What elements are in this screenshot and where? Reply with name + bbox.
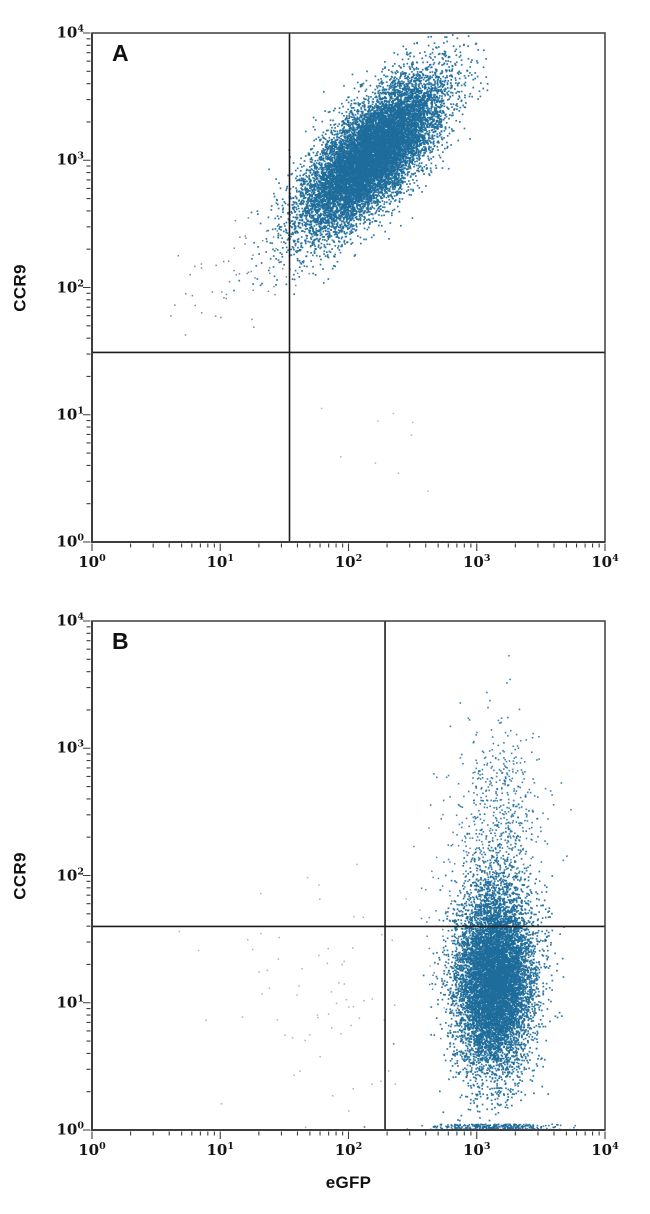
y-tick-label: 104 [56,23,85,42]
y-tick-label: 102 [56,278,85,296]
x-tick-label: 100 [78,1141,106,1159]
y-tick-label: 104 [56,611,85,630]
y-tick-label: 102 [56,866,85,884]
x-tick-label: 104 [591,1141,619,1159]
x-tick-label: 101 [206,553,235,571]
x-tick-label: 102 [334,1141,363,1159]
x-tick-label: 101 [206,1141,235,1159]
y-tick-label: 100 [56,1120,85,1139]
panel-b-label: B [112,628,129,654]
x-tick-label: 100 [78,553,106,571]
y-tick-label: 101 [56,405,85,424]
panel-a-label: A [112,40,129,66]
y-tick-label: 100 [56,532,85,551]
panel-b-x-axis-title: eGFP [325,1173,372,1192]
y-tick-label: 101 [56,993,85,1012]
x-tick-label: 104 [591,553,619,571]
x-tick-label: 103 [463,1141,491,1159]
x-tick-label: 102 [334,553,363,571]
y-tick-label: 103 [56,150,85,169]
y-tick-label: 103 [56,738,85,757]
x-tick-label: 103 [463,553,491,571]
